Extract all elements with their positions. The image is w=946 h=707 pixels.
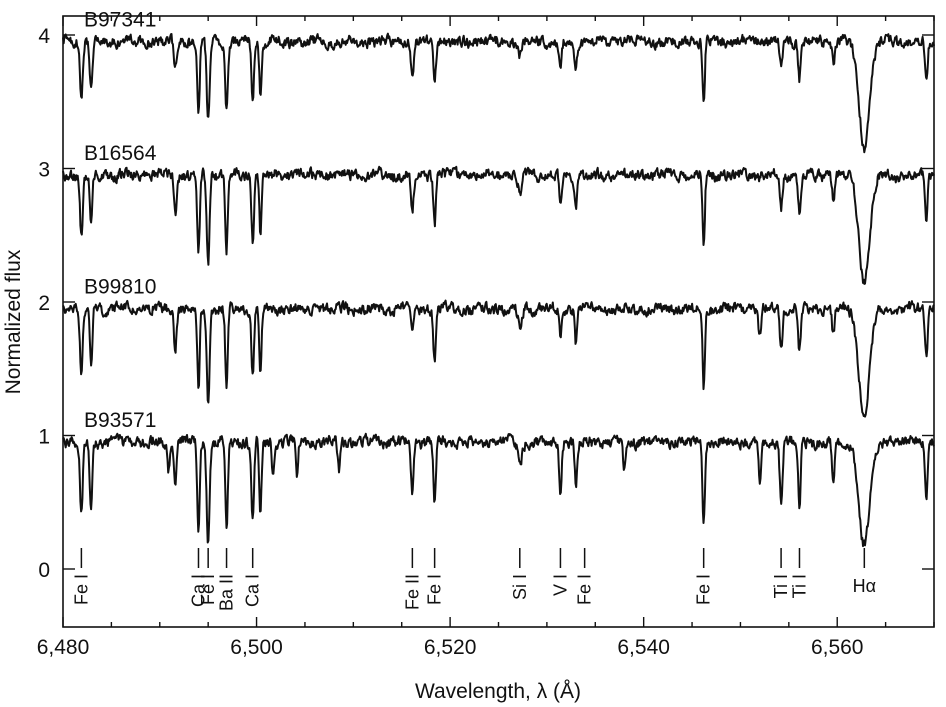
spectrum-line <box>62 165 935 285</box>
series-label: B97341 <box>84 9 156 32</box>
y-tick-label: 2 <box>38 292 50 315</box>
line-id-label: Fe I <box>694 574 714 605</box>
line-id-label: Ca I <box>243 574 263 607</box>
line-id-label: V I <box>550 574 570 596</box>
line-id-label: Fe I <box>425 574 445 605</box>
series-label: B16564 <box>84 142 157 165</box>
line-id-label: Fe I <box>575 574 595 605</box>
x-tick-label: 6,560 <box>811 636 864 659</box>
line-id-label: Ti I <box>771 574 791 598</box>
spectra-layer: B97341 B16564 B99810 B93571 <box>62 9 935 548</box>
line-id-label: Ba II <box>217 574 237 611</box>
line-id-label: Fe I <box>198 574 218 605</box>
x-tick-label: 6,540 <box>617 636 670 659</box>
x-tick-label: 6,480 <box>37 636 90 659</box>
y-tick-label: 1 <box>38 426 50 449</box>
spectrum-line <box>62 432 935 548</box>
series-label: B93571 <box>84 409 156 432</box>
plot-frame <box>62 15 935 628</box>
line-id-label: Ti I <box>789 574 809 598</box>
y-tick-label: 3 <box>38 159 50 182</box>
line-id-label: Ca I <box>188 574 208 607</box>
y-tick-label: 4 <box>38 25 50 48</box>
line-id-label: Fe I <box>71 574 91 605</box>
spectrum-line <box>62 299 935 418</box>
y-axis-label: Normalized flux <box>2 249 25 394</box>
line-id-label: Si I <box>510 574 530 600</box>
series-label: B99810 <box>84 276 156 299</box>
line-id-label: Hα <box>853 576 876 596</box>
x-axis-label: Wavelength, λ (Å) <box>415 680 581 703</box>
x-tick-label: 6,500 <box>230 636 283 659</box>
y-tick-label: 0 <box>38 559 50 582</box>
line-id-label: Fe II <box>402 574 422 610</box>
spectrum-line <box>62 32 935 154</box>
axis-ticks: 6,480 6,500 6,520 6,540 6,560 0 1 2 3 4 <box>37 16 935 659</box>
x-tick-label: 6,520 <box>424 636 477 659</box>
